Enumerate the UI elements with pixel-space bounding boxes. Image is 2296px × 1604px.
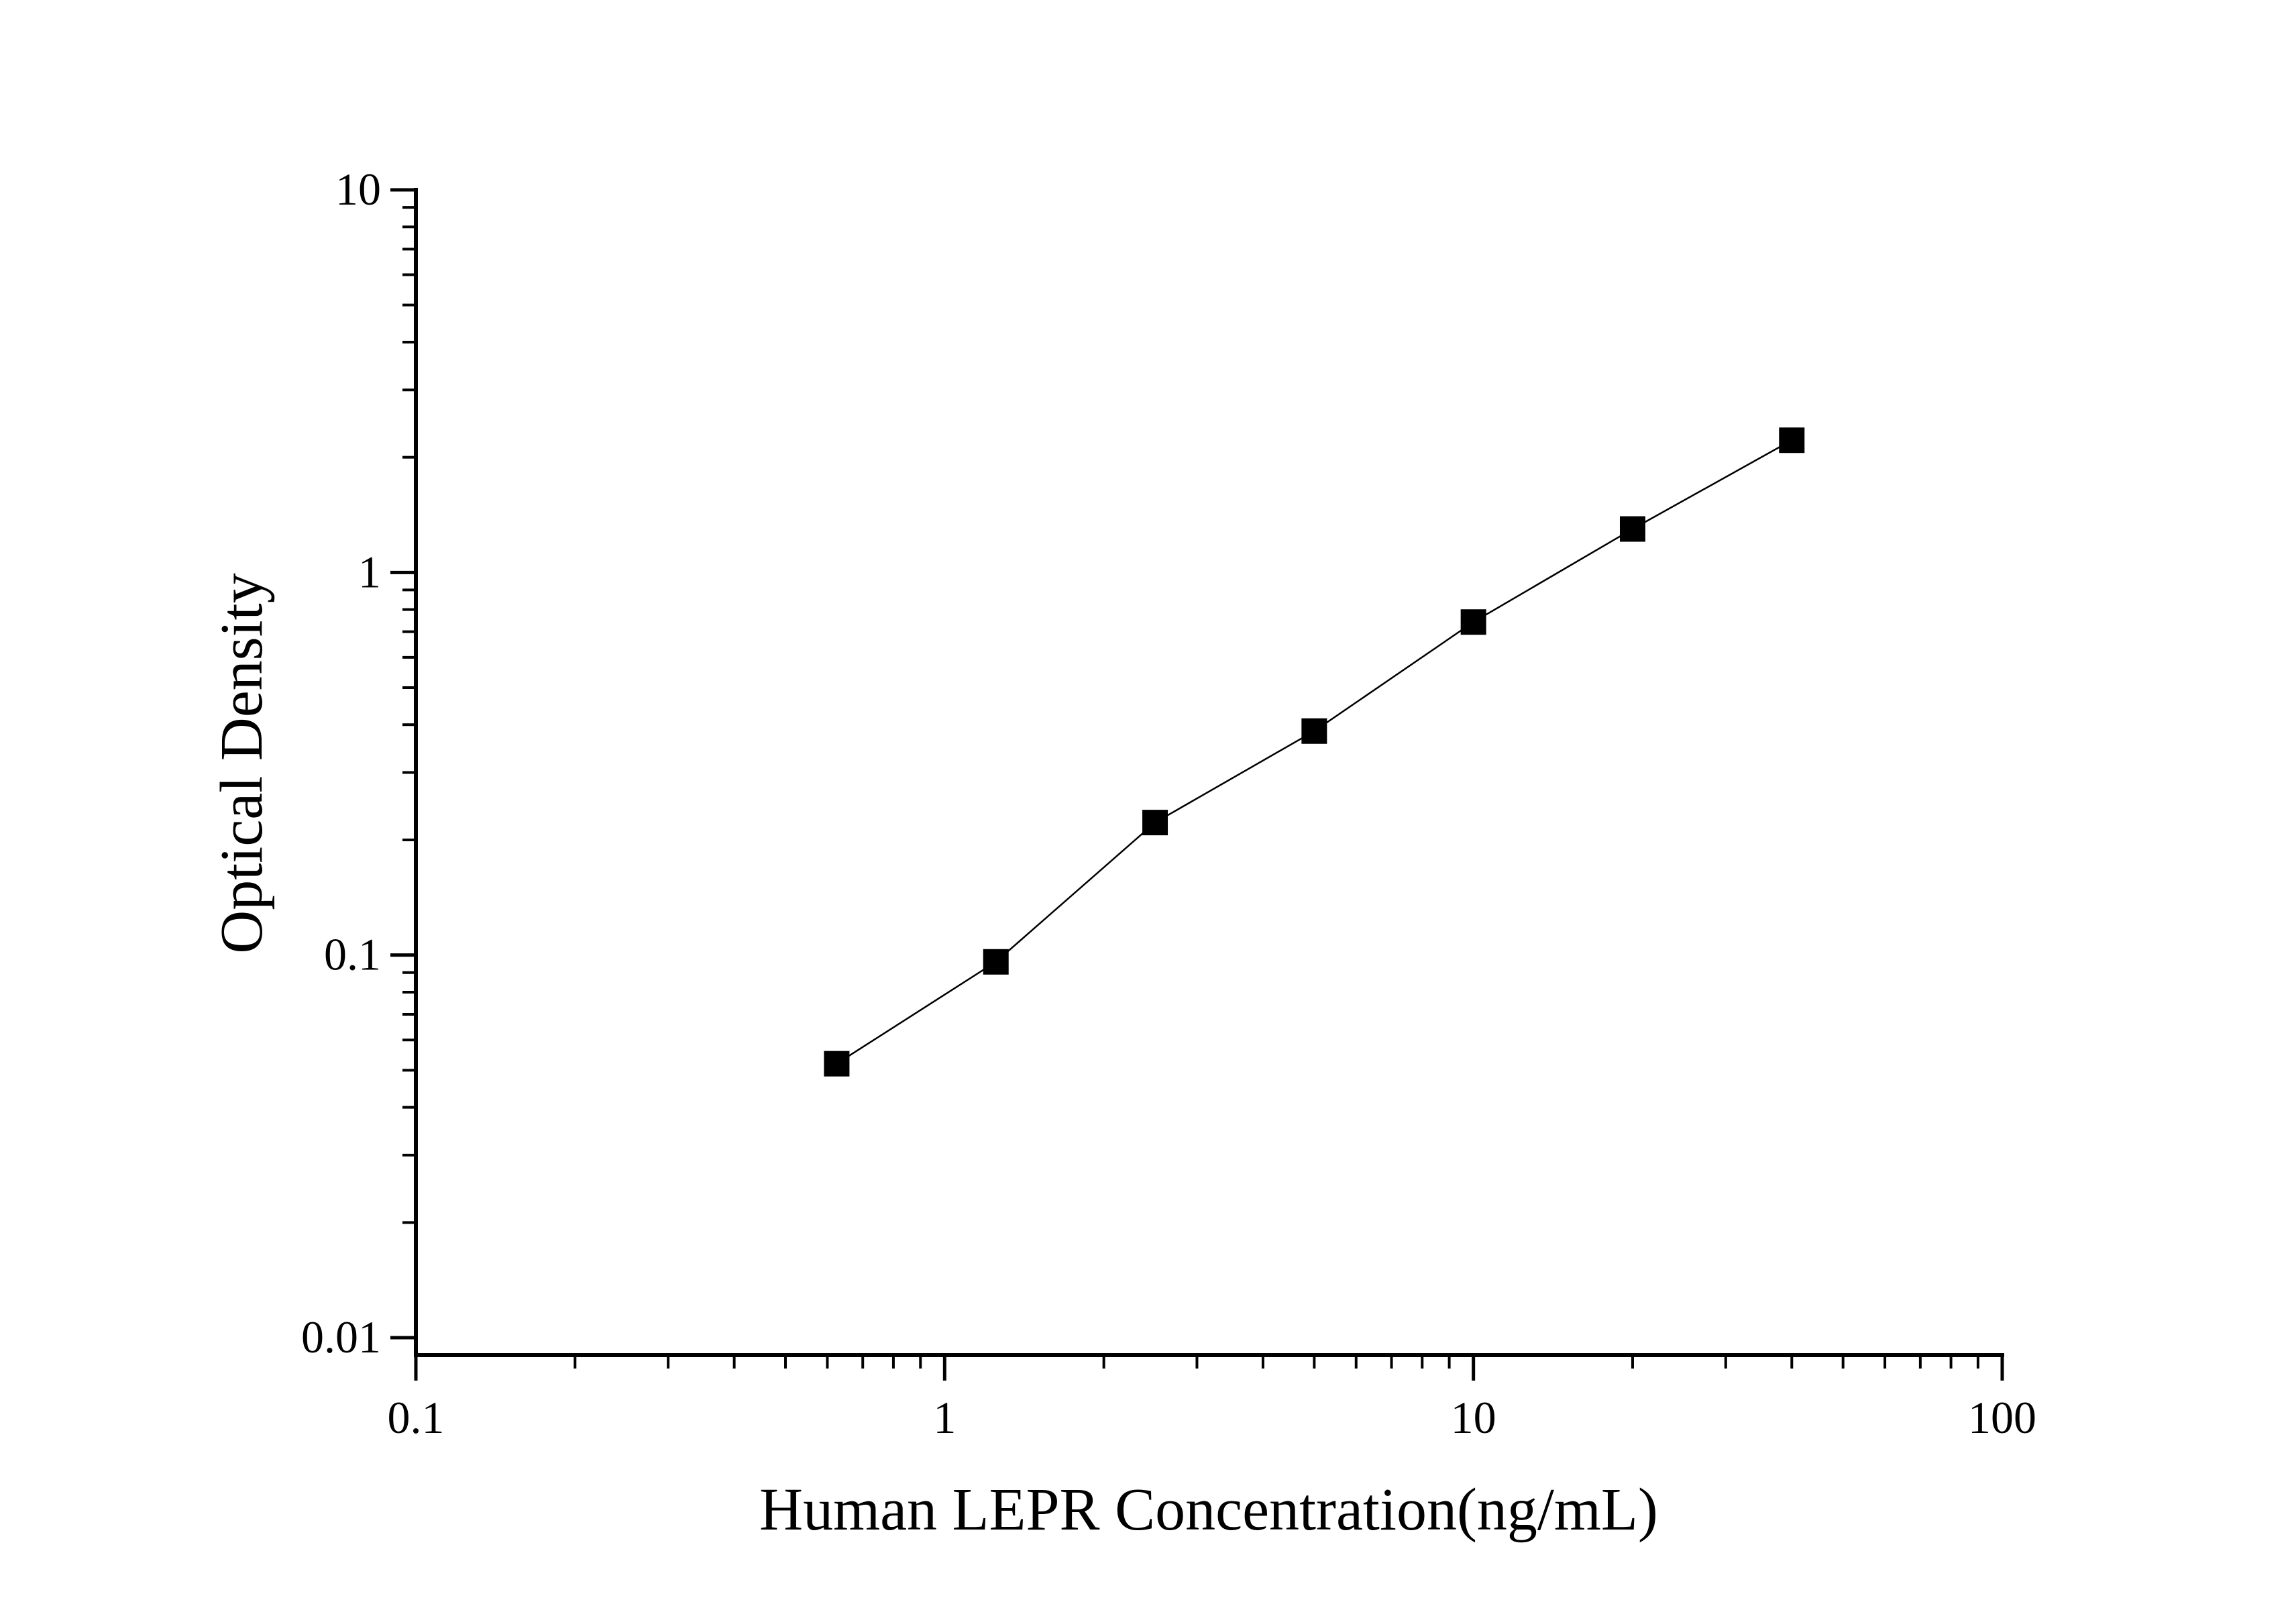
y-tick-label: 1 — [358, 546, 381, 597]
y-tick-label: 10 — [335, 164, 381, 215]
y-axis-tick-labels: 0.01 0.1 1 10 — [301, 164, 381, 1362]
x-tick-label: 10 — [1451, 1392, 1496, 1443]
x-axis-title: Human LEPR Concentration(ng/mL) — [759, 1477, 1658, 1543]
data-points — [824, 427, 1805, 1077]
data-point — [1779, 427, 1805, 453]
x-axis-ticks — [414, 1355, 2004, 1381]
y-axis-title: Optical Density — [209, 573, 275, 953]
x-tick-label: 0.1 — [388, 1392, 445, 1443]
x-axis-tick-labels: 0.1 1 10 100 — [388, 1392, 2037, 1443]
data-point — [1460, 609, 1486, 635]
data-point — [983, 949, 1009, 975]
data-point — [1142, 810, 1168, 836]
y-tick-label: 0.01 — [301, 1312, 381, 1362]
y-tick-label: 0.1 — [324, 929, 381, 980]
x-tick-label: 100 — [1968, 1392, 2036, 1443]
data-point — [1301, 718, 1327, 744]
x-tick-label: 1 — [933, 1392, 956, 1443]
y-axis-ticks — [390, 188, 416, 1340]
curve-line — [836, 439, 1792, 1065]
data-point — [824, 1051, 850, 1077]
data-point — [1619, 516, 1645, 542]
